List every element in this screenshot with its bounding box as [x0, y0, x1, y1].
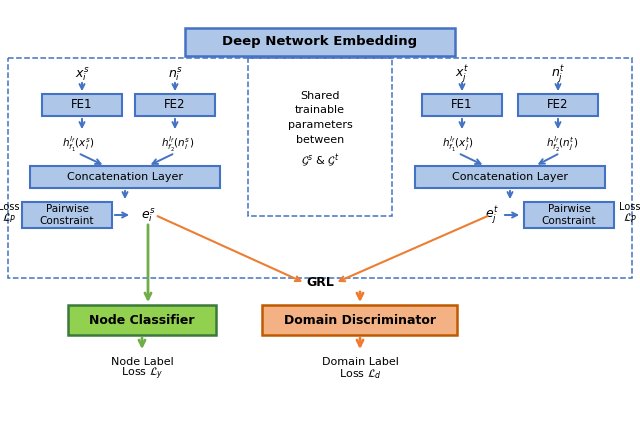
Text: $h_{f_2}^{l_f}(n_j^t)$: $h_{f_2}^{l_f}(n_j^t)$: [546, 135, 578, 153]
FancyBboxPatch shape: [185, 28, 455, 56]
Text: Loss $\mathcal{L}_y$: Loss $\mathcal{L}_y$: [121, 366, 163, 382]
FancyBboxPatch shape: [68, 305, 216, 335]
Text: $\mathcal{L}_P$: $\mathcal{L}_P$: [2, 211, 16, 225]
Text: Loss: Loss: [0, 202, 20, 212]
Text: $n_j^t$: $n_j^t$: [551, 64, 565, 85]
FancyBboxPatch shape: [415, 166, 605, 188]
Text: Concatenation Layer: Concatenation Layer: [67, 172, 183, 182]
Text: GRL: GRL: [306, 277, 334, 290]
Text: Loss $\mathcal{L}_d$: Loss $\mathcal{L}_d$: [339, 367, 381, 381]
Text: FE1: FE1: [451, 99, 473, 112]
Text: $x_j^t$: $x_j^t$: [455, 64, 469, 85]
Text: Domain Label: Domain Label: [321, 357, 399, 367]
Text: Concatenation Layer: Concatenation Layer: [452, 172, 568, 182]
Text: Shared
trainable
parameters
between
$\mathcal{G}^s$ & $\mathcal{G}^t$: Shared trainable parameters between $\ma…: [287, 91, 353, 169]
Text: $e_j^t$: $e_j^t$: [485, 205, 499, 226]
FancyBboxPatch shape: [518, 94, 598, 116]
Text: Deep Network Embedding: Deep Network Embedding: [223, 35, 417, 48]
Text: $x_i^s$: $x_i^s$: [75, 65, 90, 83]
Text: FE1: FE1: [71, 99, 93, 112]
Text: Pairwise
Constraint: Pairwise Constraint: [40, 204, 94, 226]
FancyBboxPatch shape: [135, 94, 215, 116]
Text: $h_{f_2}^{l_f}(n_i^s)$: $h_{f_2}^{l_f}(n_i^s)$: [161, 134, 195, 154]
FancyBboxPatch shape: [42, 94, 122, 116]
Text: Domain Discriminator: Domain Discriminator: [284, 314, 435, 327]
Text: $\mathcal{L}_P$: $\mathcal{L}_P$: [623, 211, 637, 225]
FancyBboxPatch shape: [262, 305, 457, 335]
Text: $e_i^s$: $e_i^s$: [141, 206, 156, 224]
Text: Pairwise
Constraint: Pairwise Constraint: [541, 204, 596, 226]
Text: FE2: FE2: [547, 99, 569, 112]
FancyBboxPatch shape: [524, 202, 614, 228]
Text: Loss: Loss: [620, 202, 640, 212]
Text: Node Label: Node Label: [111, 357, 173, 367]
FancyBboxPatch shape: [22, 202, 112, 228]
Text: FE2: FE2: [164, 99, 186, 112]
Text: $h_{f_1}^{l_f}(x_j^t)$: $h_{f_1}^{l_f}(x_j^t)$: [442, 135, 474, 153]
Text: $n_i^s$: $n_i^s$: [168, 65, 182, 83]
FancyBboxPatch shape: [422, 94, 502, 116]
Text: Node Classifier: Node Classifier: [89, 314, 195, 327]
Text: $h_{f_1}^{l_f}(x_i^s)$: $h_{f_1}^{l_f}(x_i^s)$: [61, 134, 94, 154]
FancyBboxPatch shape: [30, 166, 220, 188]
